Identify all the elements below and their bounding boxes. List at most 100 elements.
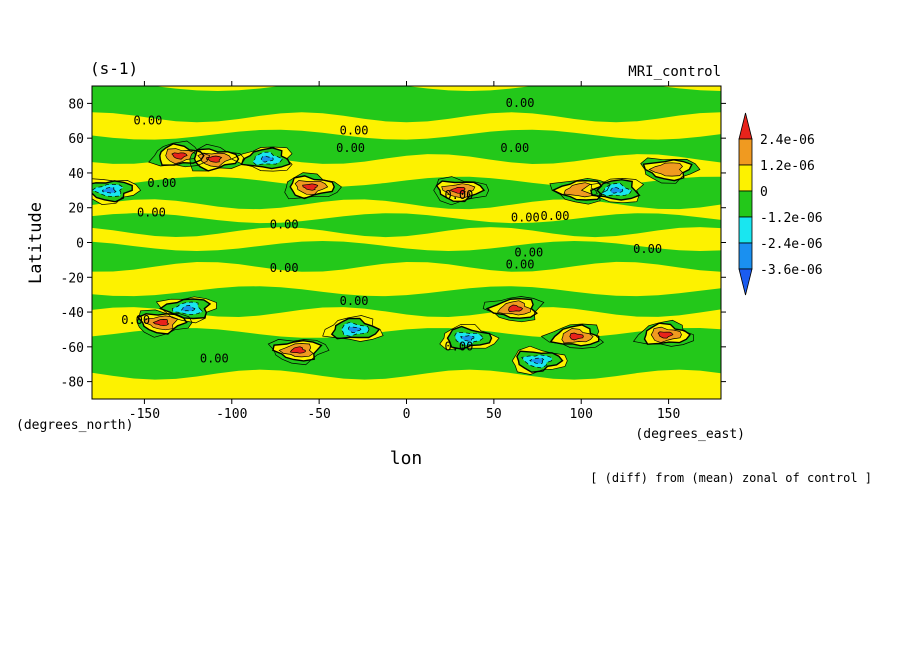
- contour-line: [284, 172, 343, 200]
- contour-label: 0.00: [340, 124, 369, 138]
- contour-line: [322, 315, 384, 342]
- contour-line: [180, 305, 196, 312]
- y-axis-title: Latitude: [26, 202, 46, 284]
- contour-labels: 0.000.000.000.000.000.000.000.000.000.00…: [121, 96, 662, 366]
- colorbar-label: -2.4e-06: [760, 237, 823, 252]
- colorbar-segment: [738, 190, 753, 218]
- positive-anomaly: [658, 331, 673, 339]
- contour-label: 0.00: [514, 245, 543, 259]
- contour-line: [563, 182, 598, 198]
- y-axis-units: (degrees_north): [16, 418, 133, 433]
- contour-label: 0.00: [633, 242, 662, 256]
- contour-line: [205, 155, 223, 163]
- x-axis-title: lon: [390, 448, 423, 469]
- contour-line: [152, 319, 170, 326]
- colorbar-segment: [738, 216, 753, 244]
- positive-anomaly: [569, 333, 584, 340]
- contour-line: [549, 324, 600, 347]
- contour-line: [485, 297, 538, 319]
- contour-line: [551, 179, 603, 201]
- y-tick-label: 20: [68, 202, 84, 217]
- contour-label: 0.00: [500, 141, 529, 155]
- x-tick-label: -150: [129, 407, 160, 422]
- negative-anomaly: [348, 326, 361, 333]
- colorbar-segment: [738, 268, 753, 296]
- negative-anomaly: [102, 187, 116, 193]
- colorbar-label: -3.6e-06: [760, 263, 823, 278]
- x-tick-label: 150: [657, 407, 680, 422]
- contour-label: 0.00: [137, 205, 166, 219]
- contour-label: 0.00: [336, 141, 365, 155]
- contour-line: [240, 147, 291, 170]
- contour-line: [158, 298, 212, 320]
- y-tick-label: 0: [76, 237, 84, 252]
- contour-line: [482, 296, 545, 323]
- contour-line: [446, 325, 493, 350]
- contour-line: [508, 304, 524, 312]
- contour-lines: [92, 140, 701, 375]
- contour-line: [289, 175, 335, 200]
- contour-line: [92, 183, 124, 197]
- contour-line: [632, 319, 694, 347]
- x-tick-label: -100: [216, 407, 247, 422]
- contour-line: [449, 186, 466, 194]
- y-tick-label: -20: [61, 271, 84, 286]
- anomaly-band: [92, 176, 721, 210]
- contour-line: [165, 148, 197, 165]
- y-axis: 80 60 40 20 0 -20 -40 -60 -80: [61, 97, 726, 391]
- y-tick-label: -40: [61, 306, 84, 321]
- y-tick-label: 80: [68, 97, 84, 112]
- contour-label: 0.00: [133, 113, 162, 127]
- colorbar-segment: [738, 164, 753, 192]
- y-tick-label: -80: [61, 376, 84, 391]
- y-tick-label: 60: [68, 132, 84, 147]
- contour-line: [144, 315, 179, 331]
- contour-line: [189, 143, 246, 172]
- colorbar-label: 0: [760, 185, 768, 200]
- contour-line: [600, 182, 633, 197]
- anomaly-band: [92, 240, 721, 272]
- negative-anomaly: [610, 187, 623, 194]
- contour-line: [289, 346, 306, 354]
- contour-label: 0.00: [541, 209, 570, 223]
- contour-label: 0.00: [147, 176, 176, 190]
- contour-line: [569, 332, 584, 341]
- colorbar-segment: [738, 112, 753, 140]
- x-tick-label: -50: [307, 407, 330, 422]
- contour-label: 0.00: [270, 261, 299, 275]
- x-tick-label: 100: [569, 407, 592, 422]
- contour-line: [171, 301, 204, 315]
- contour-line: [193, 148, 240, 172]
- anomaly-band: [92, 328, 721, 380]
- contour-line: [540, 323, 604, 349]
- colorbar-segment: [738, 138, 753, 166]
- colorbar-segment: [738, 242, 753, 270]
- positive-anomaly: [508, 305, 523, 312]
- contour-line: [294, 180, 329, 195]
- contour-line: [643, 322, 692, 345]
- contour-label: 0.00: [511, 211, 540, 225]
- contour-label: 0.00: [270, 218, 299, 232]
- contour-label: 0.00: [121, 313, 150, 327]
- contour-line: [496, 300, 531, 316]
- contour-field: 0.000.000.000.000.000.000.000.000.000.00…: [92, 86, 721, 399]
- contour-label: 0.00: [340, 294, 369, 308]
- contour-line: [650, 326, 682, 343]
- anomaly-band: [92, 86, 721, 123]
- contour-line: [171, 152, 188, 160]
- contour-line: [92, 180, 133, 203]
- contour-label: 0.00: [200, 351, 229, 365]
- anomaly-band: [92, 286, 721, 317]
- contour-line: [278, 343, 314, 358]
- y-tick-label: -60: [61, 341, 84, 356]
- contour-line: [136, 309, 193, 338]
- contour-line: [348, 326, 362, 333]
- x-tick-label: 0: [403, 407, 411, 422]
- y-tick-label: 40: [68, 167, 84, 182]
- contour-line: [230, 146, 293, 172]
- colorbar-label: -1.2e-06: [760, 211, 823, 226]
- negative-anomaly: [181, 305, 195, 311]
- negative-anomaly: [460, 335, 474, 342]
- units-label: (s-1): [90, 59, 138, 78]
- contour-line: [148, 140, 211, 168]
